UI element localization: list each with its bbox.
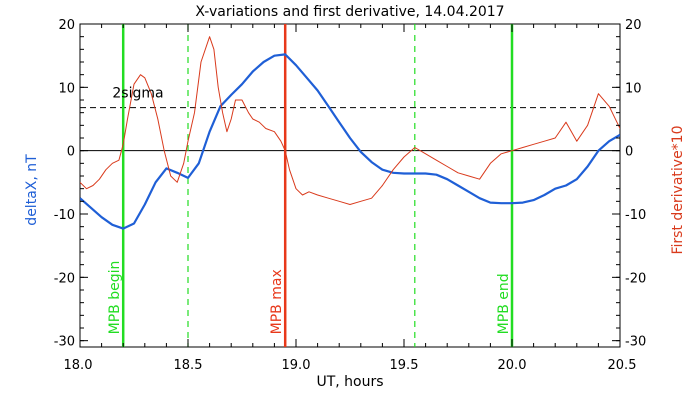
vertical-markers (121, 24, 514, 347)
chart-title: X-variations and first derivative, 14.04… (195, 4, 504, 20)
x-tick-label-5: 20.5 (608, 358, 637, 373)
y-tick-label-right-2: -10 (625, 208, 646, 223)
reference-lines (80, 107, 620, 152)
y-tick-label-left-4: 10 (58, 81, 75, 96)
axis-ticks: 18.0 18.5 19.0 19.5 20.0 20.5 -30 -30 -20 -20 -10 -… (54, 18, 646, 373)
y-axis-label-left: deltaX, nT (24, 154, 40, 226)
y-axis-label-right: First derivative*10 (670, 125, 686, 254)
series-line-0 (80, 53, 620, 230)
x-tick-label-3: 19.5 (390, 358, 419, 373)
y-tick-label-left-1: -20 (54, 271, 75, 286)
marker-label-4: MPB end (496, 273, 512, 334)
y-tick-label-right-5: 20 (625, 18, 642, 33)
annotations: 2sigma MPB begin MPB max MPB end (107, 86, 512, 335)
y-tick-label-right-3: 0 (625, 145, 633, 160)
series-line-1 (80, 36, 620, 205)
y-tick-label-right-0: -30 (625, 335, 646, 350)
y-tick-label-right-4: 10 (625, 81, 642, 96)
plot-frame (79, 23, 621, 348)
x-tick-label-4: 20.0 (498, 358, 527, 373)
sigma-label: 2sigma (112, 86, 163, 102)
y-tick-label-left-3: 0 (67, 145, 75, 160)
y-tick-label-right-1: -20 (625, 271, 646, 286)
y-tick-label-left-0: -30 (54, 335, 75, 350)
y-tick-label-left-2: -10 (54, 208, 75, 223)
x-axis-label: UT, hours (316, 374, 383, 390)
x-tick-label-2: 19.0 (282, 358, 311, 373)
marker-label-0: MPB begin (107, 261, 123, 335)
data-series (80, 36, 620, 230)
marker-label-2: MPB max (269, 269, 285, 334)
x-tick-label-1: 18.5 (174, 358, 203, 373)
x-tick-label-0: 18.0 (64, 358, 93, 373)
y-tick-label-left-5: 20 (58, 18, 75, 33)
